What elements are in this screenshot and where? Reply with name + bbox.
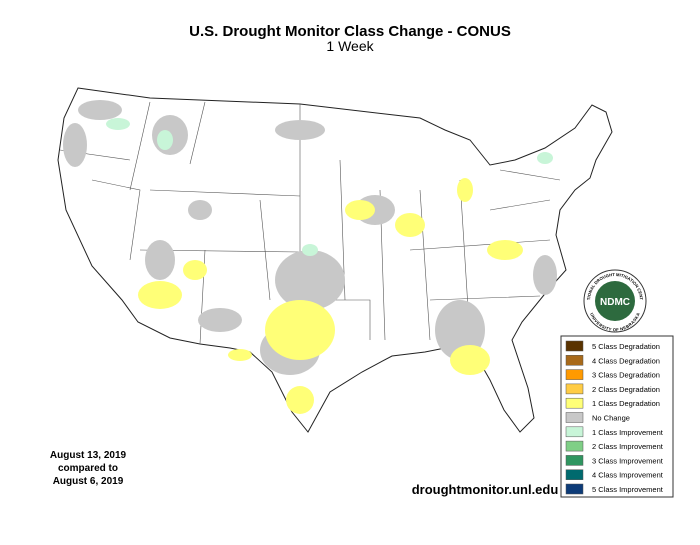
legend-label: 3 Class Degradation	[592, 371, 660, 380]
one-class-degradation-areas	[138, 178, 523, 414]
change-areas	[63, 100, 557, 414]
legend: 5 Class Degradation 4 Class Degradation 3 …	[565, 340, 664, 495]
source-url: droughtmonitor.unl.edu	[412, 482, 559, 497]
legend-swatch	[565, 355, 584, 366]
legend-swatch	[565, 440, 584, 452]
legend-label: 5 Class Improvement	[592, 485, 664, 494]
legend-label: 1 Class Degradation	[592, 399, 660, 408]
legend-swatch	[565, 412, 584, 423]
legend-swatch	[565, 426, 584, 438]
legend-label: 5 Class Degradation	[592, 342, 660, 351]
subtitle: 1 Week	[326, 38, 374, 54]
legend-swatch	[565, 455, 584, 466]
legend-swatch	[565, 469, 584, 480]
legend-label: 1 Class Improvement	[592, 428, 664, 437]
date-line: August 6, 2019	[53, 476, 124, 487]
state-lines	[59, 101, 561, 345]
title: U.S. Drought Monitor Class Change - CONU…	[189, 23, 511, 40]
legend-label: 4 Class Improvement	[592, 471, 664, 480]
legend-label: 2 Class Improvement	[592, 442, 664, 451]
logo-disc	[595, 281, 635, 321]
us-map	[57, 87, 613, 433]
legend-label: No Change	[592, 414, 630, 423]
date-line: compared to	[58, 463, 118, 474]
legend-swatch	[565, 340, 584, 352]
legend-swatch	[565, 369, 584, 380]
legend-swatch	[565, 383, 584, 395]
one-class-improvement-areas	[106, 118, 553, 256]
legend-swatch	[565, 397, 584, 409]
legend-label: 2 Class Degradation	[592, 385, 660, 394]
legend-swatch	[565, 483, 584, 495]
date-line: August 13, 2019	[50, 450, 127, 461]
legend-label: 3 Class Improvement	[592, 456, 664, 465]
logo-name: NDMC	[600, 297, 630, 308]
legend-label: 4 Class Degradation	[592, 356, 660, 365]
